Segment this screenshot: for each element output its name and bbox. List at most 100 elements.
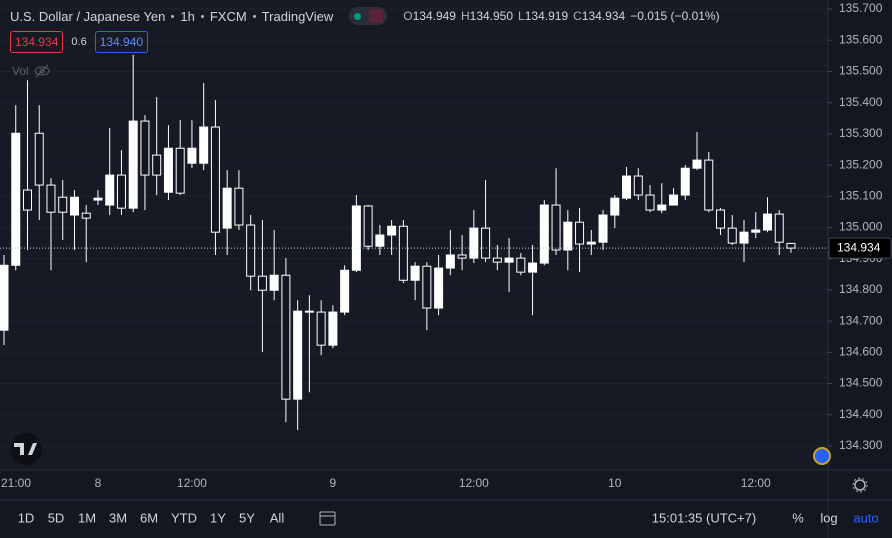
auto-toggle[interactable]: auto bbox=[853, 510, 878, 525]
y-tick-label: 134.700 bbox=[839, 313, 883, 327]
y-tick-label: 135.700 bbox=[839, 1, 883, 15]
candle-body bbox=[81, 212, 91, 219]
candle-body bbox=[645, 194, 655, 211]
candle-body bbox=[528, 262, 538, 273]
candle-body bbox=[751, 229, 761, 233]
candle-body bbox=[58, 196, 68, 213]
candle-body bbox=[187, 147, 197, 164]
separator bbox=[171, 14, 175, 18]
trade-panel: 134.934 0.6 134.940 bbox=[10, 31, 149, 53]
ohlc-label: O bbox=[403, 9, 413, 23]
candle-body bbox=[610, 197, 620, 216]
symbol-legend: U.S. Dollar / Japanese Yen 1h FXCM Tradi… bbox=[10, 7, 720, 25]
separator bbox=[200, 14, 204, 18]
candle-body bbox=[739, 231, 749, 244]
candle-body bbox=[786, 242, 796, 249]
range-button[interactable]: 5D bbox=[48, 510, 65, 525]
candle-body bbox=[398, 225, 408, 281]
y-tick-label: 135.300 bbox=[839, 126, 883, 140]
ohlc-values: O134.949 H134.950 L134.919 C134.934 −0.015 (… bbox=[403, 9, 719, 23]
candle-body bbox=[727, 227, 737, 244]
ohlc-label: L bbox=[518, 9, 525, 23]
range-button[interactable]: 3M bbox=[109, 510, 127, 525]
x-tick-label: 12:00 bbox=[741, 476, 771, 490]
candle-body bbox=[34, 132, 44, 186]
candle-body bbox=[492, 257, 502, 263]
volume-label: Vol bbox=[12, 64, 29, 78]
candle-body bbox=[246, 224, 256, 277]
candle-body bbox=[105, 174, 115, 206]
go-to-date-icon[interactable] bbox=[319, 511, 336, 526]
percent-toggle[interactable]: % bbox=[792, 510, 804, 525]
candle-body bbox=[704, 159, 714, 211]
y-tick-label: 135.100 bbox=[839, 188, 883, 202]
range-button[interactable]: All bbox=[270, 510, 285, 525]
candle-body bbox=[175, 147, 185, 194]
candle-body bbox=[222, 187, 232, 229]
candle-body bbox=[422, 265, 432, 309]
volume-indicator[interactable]: Vol bbox=[12, 64, 51, 78]
candle-body bbox=[598, 214, 608, 243]
candle-body bbox=[128, 120, 138, 209]
clock[interactable]: 15:01:35 (UTC+7) bbox=[652, 510, 756, 525]
market-status[interactable] bbox=[349, 7, 388, 25]
candle-body bbox=[375, 234, 385, 247]
candle-body bbox=[11, 132, 21, 266]
interval[interactable]: 1h bbox=[180, 8, 195, 24]
buy-price[interactable]: 134.940 bbox=[94, 31, 149, 53]
candle-body bbox=[716, 209, 726, 229]
status-icon bbox=[369, 9, 383, 23]
range-button[interactable]: 5Y bbox=[239, 510, 255, 525]
range-button[interactable]: 1Y bbox=[210, 510, 226, 525]
flag-icon[interactable] bbox=[813, 447, 831, 465]
range-button[interactable]: 1M bbox=[78, 510, 96, 525]
sell-price[interactable]: 134.934 bbox=[10, 31, 64, 53]
ohlc-value: 134.950 bbox=[469, 9, 514, 23]
candle-body bbox=[116, 174, 126, 209]
candle-body bbox=[563, 221, 573, 251]
candle-body bbox=[46, 184, 56, 213]
gear-outer bbox=[852, 477, 868, 493]
logo-mark bbox=[14, 443, 37, 455]
log-toggle[interactable]: log bbox=[820, 510, 837, 525]
candle-body bbox=[410, 265, 420, 281]
candle-body bbox=[257, 275, 267, 291]
y-tick-label: 134.500 bbox=[839, 376, 883, 390]
ohlc-label: H bbox=[460, 9, 470, 23]
settings-icon[interactable] bbox=[852, 477, 868, 493]
candle-body bbox=[657, 204, 667, 211]
source: TradingView bbox=[261, 8, 334, 24]
candle-body bbox=[774, 213, 784, 243]
exchange: FXCM bbox=[209, 8, 247, 24]
x-tick-label: 10 bbox=[608, 476, 622, 490]
candle-body bbox=[669, 194, 679, 206]
y-tick-label: 134.300 bbox=[839, 438, 883, 452]
range-button[interactable]: YTD bbox=[171, 510, 197, 525]
x-tick-label: 21:00 bbox=[1, 476, 31, 490]
spread: 0.6 bbox=[71, 36, 87, 48]
y-tick-label: 134.600 bbox=[839, 345, 883, 359]
hidden-eye-icon bbox=[34, 64, 50, 78]
candle-body bbox=[293, 310, 303, 400]
range-button[interactable]: 1D bbox=[18, 510, 35, 525]
candle-body bbox=[469, 227, 479, 259]
candle-body bbox=[387, 225, 397, 236]
candle-body bbox=[152, 154, 162, 176]
candle-body bbox=[199, 126, 209, 164]
candle-body bbox=[340, 269, 350, 313]
x-tick-label: 12:00 bbox=[177, 476, 207, 490]
range-button[interactable]: 6M bbox=[140, 510, 158, 525]
x-tick-label: 8 bbox=[95, 476, 102, 490]
candle-body bbox=[586, 241, 596, 245]
x-tick-label: 12:00 bbox=[459, 476, 489, 490]
calendar bbox=[319, 511, 336, 526]
status-dot bbox=[353, 12, 361, 20]
ohlc-value: 134.949 bbox=[412, 9, 456, 23]
candle-body bbox=[504, 257, 514, 263]
y-tick-label: 135.000 bbox=[839, 220, 883, 234]
candle-body bbox=[93, 197, 103, 201]
last-price-label: 134.934 bbox=[837, 240, 881, 254]
symbol-name[interactable]: U.S. Dollar / Japanese Yen bbox=[10, 8, 166, 24]
y-tick-label: 134.800 bbox=[839, 282, 883, 296]
